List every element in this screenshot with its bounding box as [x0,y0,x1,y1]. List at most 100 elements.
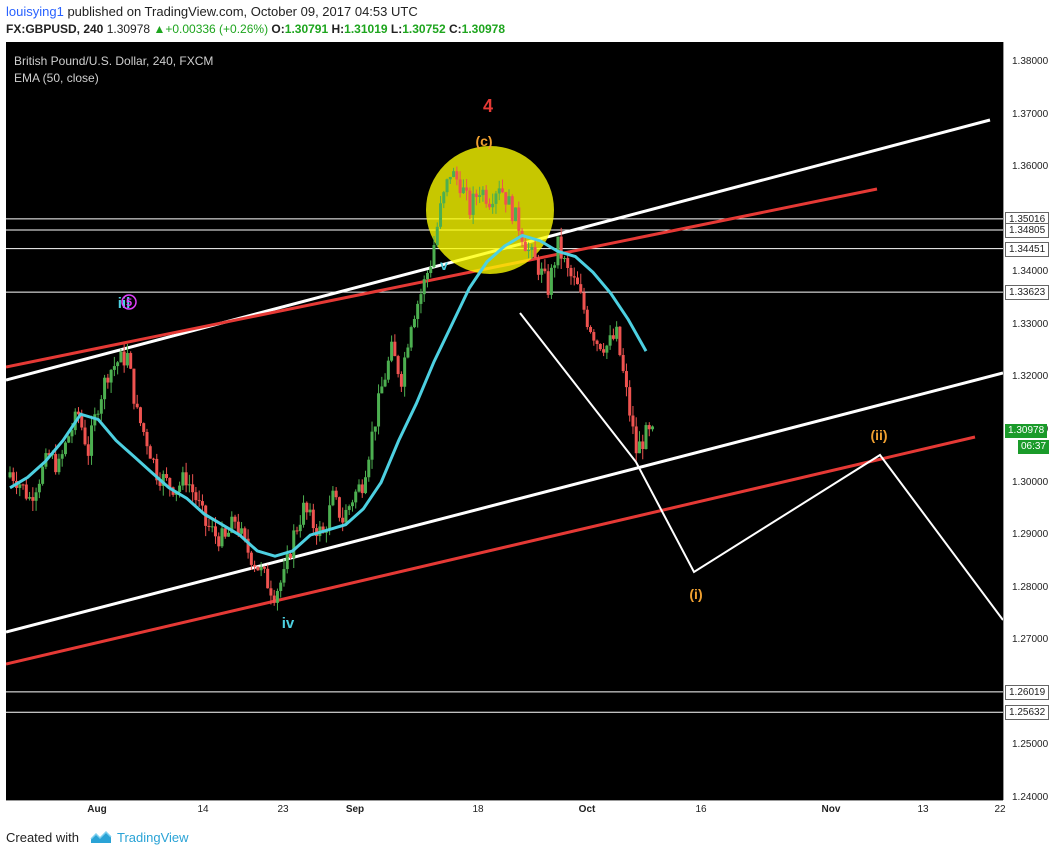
wave-label-iii: iii [118,295,131,312]
candle-body [481,189,485,196]
candle-body [210,526,214,528]
candle-body [197,500,201,502]
candle-body [213,526,217,537]
candle-body [432,245,436,267]
candle-body [116,362,120,367]
candle-body [399,374,403,387]
candle-body [337,497,341,518]
candle-body [119,351,123,363]
candle-body [272,595,276,603]
author-link[interactable]: louisying1 [6,4,64,19]
candle-body [279,582,283,591]
candle-body [194,492,198,501]
x-tick-label: Sep [345,804,365,815]
candle-body [644,425,648,450]
candle-body [442,192,446,204]
y-tick-label: 1.36000 [1012,161,1049,173]
chart-canvas[interactable]: 4 (c) iii v iv (i) (ii) 5 [5,42,1004,800]
candle-body [598,343,602,350]
candle-body [298,524,302,532]
candle-body [373,426,377,432]
candle-body [90,425,94,456]
low-value: 1.30752 [402,22,446,36]
candle-body [383,379,387,387]
candle-body [47,453,51,456]
candle-body [31,497,35,501]
candle-body [641,441,645,450]
candle-body [152,458,156,460]
publish-header: louisying1 published on TradingView.com,… [0,0,1063,42]
candle-body [230,516,234,533]
candle-body [471,193,475,215]
candle-body [236,521,240,534]
candle-body [311,509,315,529]
candle-body [142,423,146,432]
candle-body [364,477,368,494]
price-axis[interactable]: 1.380001.370001.360001.350001.340001.330… [1003,42,1063,803]
candle-body [21,484,25,486]
upper-red-channel [5,187,878,369]
candle-body [634,426,638,454]
candle-body [8,472,12,478]
candle-body [562,258,566,260]
candle-body [595,340,599,344]
candle-body [589,326,593,333]
tradingview-link[interactable]: TradingView [117,830,189,845]
candle-body [321,526,325,533]
candle-body [24,484,28,499]
candle-body [543,268,547,272]
candle-body [484,189,488,204]
wave-label-c: (c) [475,133,492,149]
candle-body [403,357,407,387]
wave-label-ii: (ii) [870,427,887,443]
candle-body [233,516,237,522]
candle-body [448,176,452,180]
candle-body [243,528,247,539]
candle-body [184,472,188,486]
candle-body [158,480,162,486]
candle-body [106,377,110,383]
candle-body [302,502,306,525]
y-tick-label: 1.24000 [1012,792,1049,803]
time-axis[interactable]: Aug 14 23 Sep 18 Oct 16 Nov 13 22 [6,800,1006,820]
x-tick-label: Nov [821,804,841,815]
price-chart-area[interactable]: 4 (c) iii v iv (i) (ii) 5 [5,42,1004,800]
wave-label-5: 5 [126,297,132,309]
candle-body [549,267,553,295]
candle-body [331,490,335,506]
level-price-tag: 1.34805 [1005,222,1050,238]
candle-body [425,273,429,280]
candle-body [533,247,537,259]
candle-body [161,474,165,486]
high-label: H: [331,22,345,36]
candle-body [347,506,351,510]
y-tick-label: 1.37000 [1012,108,1049,120]
candle-body [458,179,462,194]
candle-body [41,466,45,484]
candle-body [461,187,465,194]
level-price-tag: 1.25632 [1005,705,1050,721]
candle-body [439,203,443,227]
candle-body [507,196,511,205]
candle-body [57,458,61,473]
candle-body [637,441,641,454]
candle-body [354,491,358,503]
y-tick-label: 1.34000 [1012,266,1049,278]
candle-body [572,276,576,278]
candle-body [585,309,589,327]
candle-body [435,226,439,246]
low-label: L: [390,22,403,36]
level-price-tag: 1.34451 [1005,241,1050,257]
y-tick-label: 1.29000 [1012,529,1049,541]
candle-body [422,279,426,295]
candle-body [145,431,149,447]
candle-body [112,366,116,370]
candle-body [83,427,87,445]
candle-body [602,349,606,353]
candle-body [99,399,103,414]
chart-legend: British Pound/U.S. Dollar, 240, FXCM EMA… [14,53,213,87]
x-tick-label: Oct [578,804,596,815]
tradingview-logo-icon [90,830,112,843]
candle-body [592,332,596,341]
y-tick-label: 1.30000 [1012,476,1049,488]
